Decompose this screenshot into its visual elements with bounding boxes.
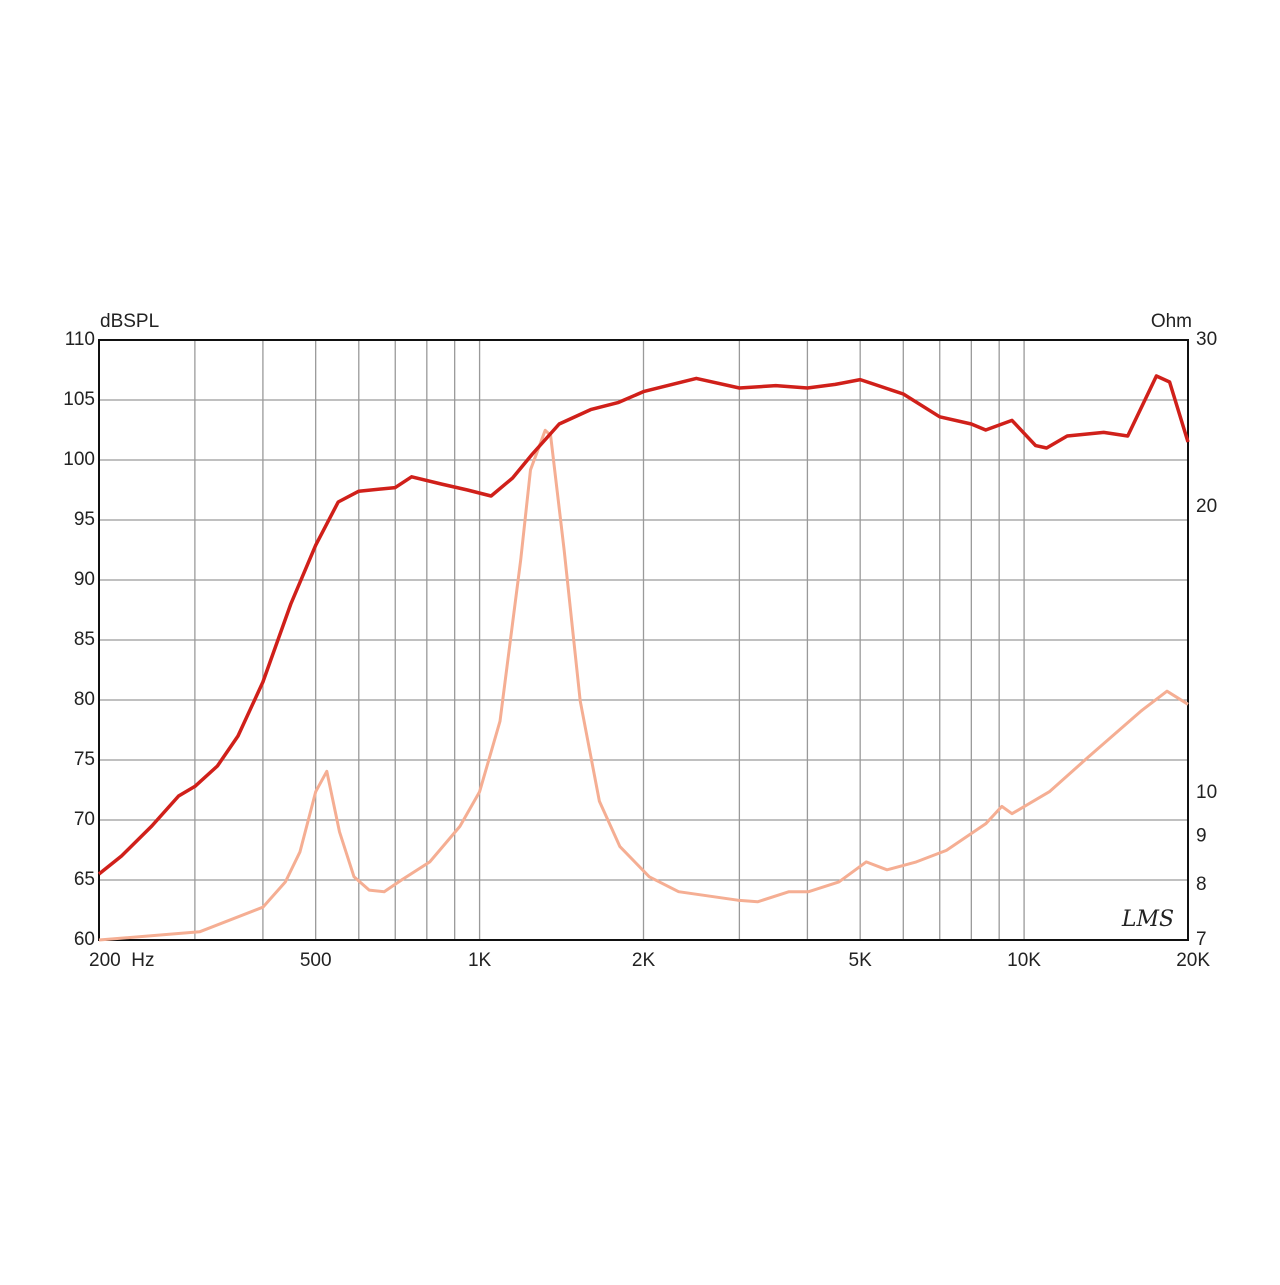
y2-tick-label: 7 — [1196, 929, 1207, 950]
y-tick-label: 80 — [74, 689, 95, 710]
x-tick-label: 10K — [1007, 950, 1041, 971]
y-axis-label: dBSPL — [100, 311, 159, 332]
x-tick-label: 2K — [632, 950, 656, 971]
y2-tick-label: 10 — [1196, 782, 1217, 803]
y-tick-label: 75 — [74, 749, 95, 770]
x-tick-label: 1K — [468, 950, 492, 971]
x-tick-label: 200 Hz — [89, 950, 154, 971]
y2-tick-label: 9 — [1196, 825, 1207, 846]
y2-tick-label: 8 — [1196, 874, 1207, 895]
x-tick-label: 20K — [1176, 950, 1210, 971]
y-tick-label: 65 — [74, 869, 95, 890]
y2-axis-label: Ohm — [1151, 311, 1192, 332]
series-line — [97, 374, 1190, 876]
y-tick-label: 110 — [65, 329, 95, 350]
y2-tick-label: 30 — [1196, 329, 1217, 350]
y-tick-label: 70 — [74, 809, 95, 830]
annotation: LMS — [1121, 907, 1174, 932]
y-tick-label: 105 — [63, 389, 95, 410]
y-tick-label: 60 — [74, 929, 95, 950]
y-tick-label: 100 — [63, 449, 95, 470]
series-line — [98, 428, 1189, 942]
y-tick-label: 90 — [74, 569, 95, 590]
y-tick-label: 85 — [74, 629, 95, 650]
plot-frame — [98, 339, 1189, 941]
y-tick-label: 95 — [74, 509, 95, 530]
y2-tick-label: 20 — [1196, 496, 1217, 517]
x-tick-label: 5K — [849, 950, 873, 971]
x-tick-label: 500 — [300, 950, 332, 971]
